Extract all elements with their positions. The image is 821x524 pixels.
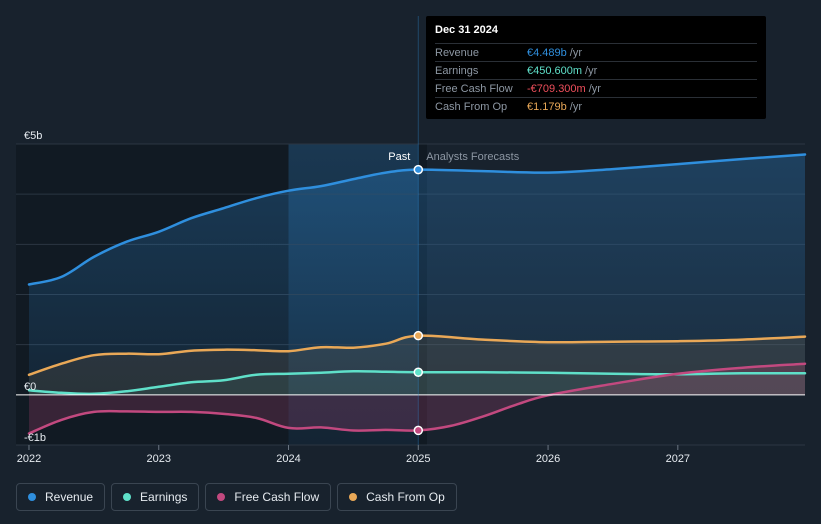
legend-item-earnings[interactable]: Earnings [111, 483, 200, 511]
free-cash-flow-line [27, 362, 807, 435]
y-tick-label: €5b [24, 130, 42, 142]
tooltip-name: Free Cash Flow [435, 82, 513, 95]
legend-dot-icon [28, 493, 36, 501]
tooltip-unit: /yr [585, 64, 598, 77]
x-tick-label: 2027 [666, 453, 690, 465]
free-cash-flow-area [29, 363, 805, 434]
x-tick-label: 2026 [536, 453, 560, 465]
tooltip-name: Revenue [435, 46, 480, 59]
tooltip-date: Dec 31 2024 [435, 24, 498, 36]
tooltip: Dec 31 2024 Revenue €4.489b /yr Earnings… [426, 16, 766, 119]
earnings-point [413, 367, 424, 377]
tooltip-value: €4.489b [527, 46, 567, 59]
cash-from-op-line [27, 334, 807, 377]
tooltip-unit: /yr [588, 82, 601, 95]
legend-dot-icon [123, 493, 132, 501]
tooltip-row-earnings: Earnings €450.600m /yr [435, 61, 757, 79]
earnings-line [27, 370, 807, 396]
legend-dot-icon [349, 493, 358, 501]
tooltip-row-revenue: Revenue €4.489b /yr [435, 43, 757, 61]
legend-item-revenue[interactable]: Revenue [16, 483, 106, 511]
tooltip-value: €1.179b [527, 100, 567, 113]
legend-label: Earnings [140, 490, 188, 504]
forecast-label: Analysts Forecasts [426, 151, 519, 163]
y-tick-label: -€1b [24, 432, 46, 444]
earnings-area [29, 371, 805, 395]
tooltip-row-cash-from-op: Cash From Op €1.179b /yr [435, 97, 757, 115]
revenue-area [29, 154, 805, 395]
legend-dot-icon [217, 493, 226, 501]
x-tick-label: 2022 [17, 453, 41, 465]
legend-item-cash-from-op[interactable]: Cash From Op [337, 483, 457, 511]
legend: Revenue Earnings Free Cash Flow Cash Fro… [16, 483, 457, 513]
revenue-line [27, 153, 807, 286]
revenue-point [413, 164, 424, 175]
tooltip-value: -€709.300m [527, 82, 586, 95]
legend-label: Cash From Op [366, 490, 445, 504]
legend-label: Free Cash Flow [234, 490, 320, 504]
legend-label: Revenue [45, 490, 94, 504]
x-tick-label: 2024 [276, 453, 300, 465]
x-tick-label: 2025 [406, 453, 430, 465]
tooltip-unit: /yr [569, 100, 582, 113]
tooltip-unit: /yr [569, 46, 582, 59]
tooltip-row-free-cash-flow: Free Cash Flow -€709.300m /yr [435, 79, 757, 97]
tooltip-name: Cash From Op [435, 100, 508, 113]
x-tick-label: 2023 [147, 453, 171, 465]
past-label: Past [388, 151, 410, 163]
legend-item-free-cash-flow[interactable]: Free Cash Flow [205, 483, 332, 511]
tooltip-name: Earnings [435, 64, 479, 77]
tooltip-value: €450.600m [527, 64, 583, 77]
cash-from-op-point [413, 330, 424, 341]
free-cash-flow-point [413, 425, 424, 436]
y-tick-label: €0 [24, 381, 36, 393]
